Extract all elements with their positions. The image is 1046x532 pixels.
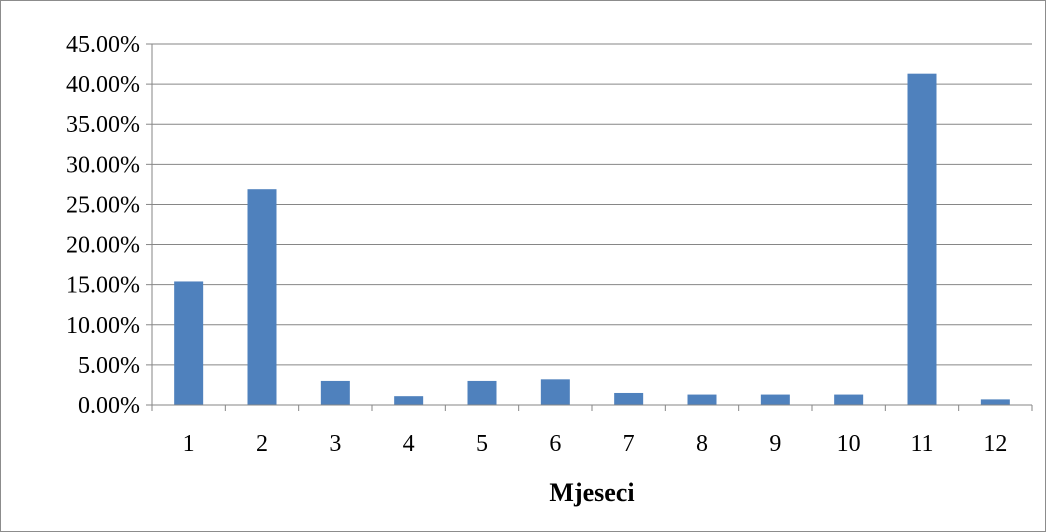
x-tick-label: 4 [403, 431, 415, 457]
bar-6 [540, 379, 570, 405]
x-tick-label: 11 [910, 431, 933, 457]
bars [174, 73, 1010, 405]
bar-9 [760, 394, 790, 405]
x-tick-label: 2 [256, 431, 268, 457]
y-tick-label: 20.00% [66, 233, 140, 259]
bar-8 [687, 394, 717, 405]
x-tick-label: 7 [623, 431, 635, 457]
y-tick-label: 5.00% [78, 353, 140, 379]
x-tick-label: 10 [837, 431, 861, 457]
y-tick-label: 40.00% [66, 72, 140, 98]
bar-7 [614, 392, 644, 405]
y-tick-label: 35.00% [66, 112, 140, 138]
x-tick-label: 12 [983, 431, 1007, 457]
x-tick-label: 9 [769, 431, 781, 457]
y-tick-label: 15.00% [66, 273, 140, 299]
bar-5 [467, 380, 497, 405]
x-tick-label: 6 [549, 431, 561, 457]
y-tick-label: 30.00% [66, 152, 140, 178]
bar-12 [980, 399, 1010, 405]
y-tick-label: 45.00% [66, 32, 140, 58]
bar-11 [907, 73, 937, 405]
y-tick-label: 10.00% [66, 313, 140, 339]
axes [146, 43, 1033, 411]
x-axis-title: Mjeseci [549, 478, 634, 507]
bar-10 [834, 394, 864, 405]
y-tick-label: 25.00% [66, 192, 140, 218]
x-tick-label: 3 [329, 431, 341, 457]
x-tick-label: 1 [183, 431, 195, 457]
x-tick-label: 8 [696, 431, 708, 457]
x-axis-tick-labels: 1 2 3 4 5 6 7 8 9 10 11 12 [183, 431, 1008, 457]
y-axis-tick-labels: 0.00% 5.00% 10.00% 15.00% 20.00% 25.00% 30.00%… [66, 32, 140, 419]
bar-4 [394, 396, 424, 405]
gridlines [152, 43, 1032, 366]
y-tick-label: 0.00% [78, 393, 140, 419]
bar-3 [320, 380, 350, 405]
x-tick-label: 5 [476, 431, 488, 457]
bar-1 [174, 281, 204, 405]
bar-2 [247, 189, 277, 405]
